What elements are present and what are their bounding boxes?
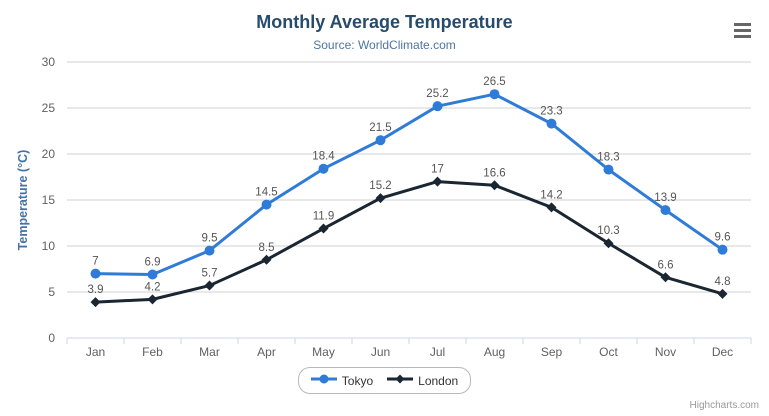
highcharts-credits-link[interactable]: Highcharts.com	[689, 400, 759, 411]
tokyo-data-point[interactable]	[375, 135, 386, 146]
data-label: 8.5	[259, 242, 275, 254]
data-label: 11.9	[313, 211, 335, 223]
x-axis-tick-label: Jun	[371, 345, 390, 359]
tokyo-data-point[interactable]	[90, 268, 101, 279]
y-axis-tick-label: 20	[42, 147, 56, 161]
data-label: 13.9	[654, 192, 676, 204]
chart-subtitle: Source: WorldClimate.com	[313, 38, 456, 52]
tokyo-data-point[interactable]	[318, 163, 329, 174]
hamburger-icon	[733, 28, 751, 32]
y-axis-tick-label: 15	[42, 193, 56, 207]
legend-item-tokyo[interactable]: Tokyo	[310, 372, 374, 390]
london-data-point[interactable]	[318, 223, 329, 234]
data-label: 17	[431, 164, 444, 176]
data-label: 6.9	[145, 257, 161, 269]
legend-item-london[interactable]: London	[387, 372, 458, 390]
data-label: 18.4	[312, 151, 335, 163]
data-label: 6.6	[658, 259, 674, 271]
london-series-marker-icon	[387, 372, 414, 390]
chart-title: Monthly Average Temperature	[256, 12, 513, 32]
data-label: 14.2	[540, 189, 562, 201]
x-axis-tick-label: Feb	[142, 345, 163, 359]
x-axis-tick-label: Nov	[655, 345, 676, 359]
london-data-point[interactable]	[603, 238, 614, 249]
london-data-point[interactable]	[717, 288, 728, 299]
tokyo-data-point[interactable]	[261, 199, 272, 210]
london-data-point[interactable]	[204, 280, 215, 291]
london-series-line	[94, 180, 724, 304]
london-data-point[interactable]	[90, 297, 101, 308]
x-axis-tick-label: Oct	[599, 345, 618, 359]
tokyo-data-point[interactable]	[603, 164, 614, 175]
legend-label-london: London	[418, 373, 459, 388]
data-label: 4.8	[715, 276, 731, 288]
y-axis-tick-label: 30	[42, 55, 56, 69]
x-axis-tick-label: Jan	[86, 345, 105, 359]
x-axis-tick-label: Sep	[541, 345, 563, 359]
data-label: 23.3	[540, 106, 562, 118]
tokyo-data-point[interactable]	[660, 205, 671, 216]
data-label: 25.2	[426, 88, 448, 100]
data-label: 4.2	[145, 281, 161, 293]
legend-label-tokyo: Tokyo	[341, 373, 374, 388]
data-label: 18.3	[597, 152, 619, 164]
london-data-point[interactable]	[261, 254, 272, 265]
tokyo-series-line	[94, 92, 724, 277]
tokyo-data-point[interactable]	[717, 244, 728, 255]
london-data-point[interactable]	[432, 176, 443, 187]
data-label: 9.6	[715, 232, 731, 244]
london-data-point[interactable]	[489, 180, 500, 191]
hamburger-icon	[733, 22, 751, 26]
x-axis-tick-label: Mar	[199, 345, 220, 359]
data-label: 9.5	[202, 233, 218, 245]
tokyo-data-point[interactable]	[489, 89, 500, 100]
x-axis-tick-label: Dec	[712, 345, 733, 359]
data-label: 15.2	[369, 180, 391, 192]
data-label: 16.6	[483, 167, 505, 179]
tokyo-data-point[interactable]	[147, 269, 158, 280]
london-data-point[interactable]	[660, 272, 671, 283]
hamburger-icon	[733, 34, 751, 38]
london-data-point[interactable]	[147, 294, 158, 305]
y-axis-tick-label: 0	[48, 331, 55, 345]
tokyo-data-point[interactable]	[204, 245, 215, 256]
y-axis-tick-label: 5	[48, 285, 55, 299]
data-label: 14.5	[255, 187, 277, 199]
data-label: 3.9	[88, 284, 104, 296]
data-label: 26.5	[483, 76, 505, 88]
legend-box: Tokyo London	[297, 367, 472, 394]
london-data-point[interactable]	[546, 202, 557, 213]
data-label: 21.5	[369, 122, 391, 134]
x-axis-tick-label: Jul	[430, 345, 445, 359]
tokyo-series-marker-icon	[310, 372, 337, 390]
x-axis-tick-label: Aug	[484, 345, 505, 359]
y-axis-title: Temperature (°C)	[16, 150, 30, 251]
y-axis-tick-label: 10	[42, 239, 56, 253]
x-axis-tick-label: Apr	[257, 345, 276, 359]
legend: Tokyo London	[0, 367, 769, 394]
tokyo-data-point[interactable]	[546, 118, 557, 129]
data-label: 5.7	[202, 268, 218, 280]
y-axis-tick-label: 25	[42, 101, 56, 115]
x-axis-tick-label: May	[312, 345, 335, 359]
london-data-point[interactable]	[375, 193, 386, 204]
export-menu-button[interactable]	[730, 19, 754, 41]
data-label: 7	[92, 256, 98, 268]
tokyo-data-point[interactable]	[432, 101, 443, 112]
data-label: 10.3	[597, 225, 619, 237]
